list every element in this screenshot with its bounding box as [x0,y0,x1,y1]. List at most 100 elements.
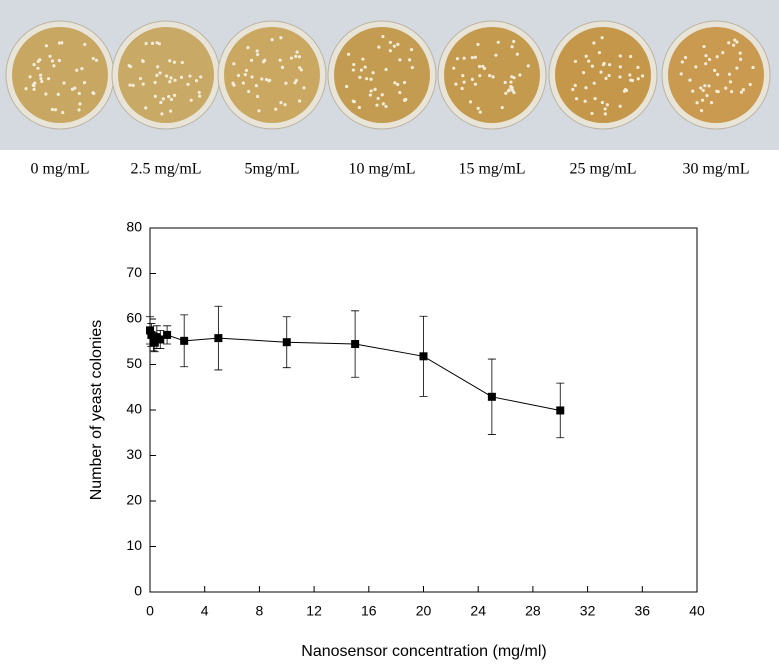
colony [497,41,500,44]
colony [704,54,707,57]
colony [509,80,512,83]
colony [78,92,81,95]
colony [40,80,43,83]
colony [256,53,259,56]
y-tick-label: 20 [126,492,142,508]
colony [592,41,595,44]
colony [58,41,61,44]
data-point [180,337,188,345]
colony [265,78,268,81]
x-tick-label: 32 [580,603,596,619]
colony [716,73,719,76]
colony [369,78,372,81]
x-tick-label: 24 [470,603,486,619]
colony [628,73,631,76]
colony [629,55,632,58]
plot-frame [150,228,697,592]
colony [593,97,596,100]
colony [144,42,147,45]
colony [352,68,355,71]
colony [156,65,159,68]
colony [290,56,293,59]
y-tick-label: 70 [126,264,142,280]
colony [345,85,348,88]
data-point [283,338,291,346]
colony [377,46,380,49]
colony [721,51,724,54]
colony [247,90,250,93]
colony [700,109,703,112]
colony [584,86,587,89]
colony [279,101,282,104]
colony [512,91,515,94]
colony [141,59,144,62]
colony [374,88,377,91]
colony [694,65,697,68]
colony [165,74,168,77]
colony [190,99,193,102]
data-point [556,406,564,414]
colony [463,81,466,84]
colony [574,84,577,87]
colony [384,105,387,108]
colony [471,56,474,59]
colony [707,84,710,87]
colony [702,89,705,92]
colony [372,71,375,74]
colony [398,91,401,94]
colony [710,101,713,104]
colony [173,61,176,64]
colony [250,75,253,78]
colony [242,81,245,84]
colony [180,76,183,79]
colony [353,100,356,103]
colony [256,95,259,98]
colony [474,56,477,59]
colony [369,93,372,96]
colony [702,45,705,48]
colony [245,69,248,72]
colony [36,67,39,70]
colony [735,66,738,69]
colony [298,55,301,58]
x-axis-title: Nanosensor concentration (mg/ml) [301,643,546,660]
colony [708,58,711,61]
colony [587,60,590,63]
colony [396,83,399,86]
colony [730,90,733,93]
colony [58,59,61,62]
colony [375,104,378,107]
colony [279,59,282,62]
y-tick-label: 80 [126,219,142,235]
colony [92,57,95,60]
colony [381,35,384,38]
colony [260,77,263,80]
colony [244,73,247,76]
colony [584,100,587,103]
colony [168,59,171,62]
colony [263,59,266,62]
colony [75,69,78,72]
colony [574,60,577,63]
plate-label: 25 mg/mL [569,161,636,178]
colony [45,44,48,47]
colony [704,62,707,65]
colony [151,42,154,45]
colony [162,97,165,100]
colony [168,80,171,83]
colony [618,75,621,78]
colony [742,88,745,91]
colony [29,75,32,78]
colony [636,66,639,69]
colony [591,65,594,68]
colony [281,66,284,69]
plate-label: 30 mg/mL [682,161,749,178]
colony [491,75,494,78]
colony [680,72,683,75]
x-tick-label: 0 [146,603,154,619]
colony [681,60,684,63]
colony [274,108,277,111]
colony [389,49,392,52]
colony [518,73,521,76]
